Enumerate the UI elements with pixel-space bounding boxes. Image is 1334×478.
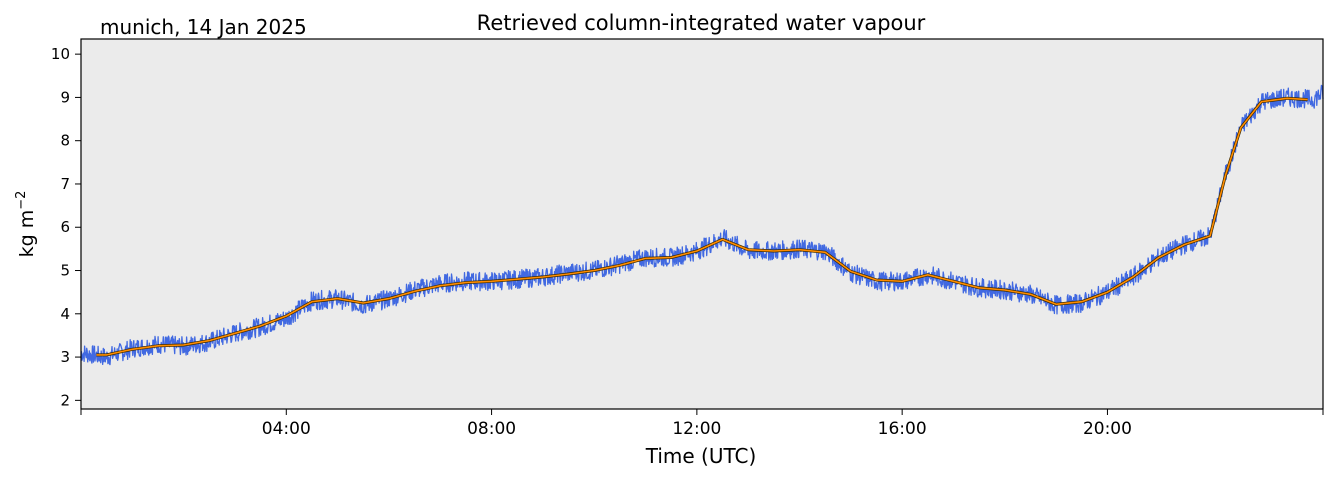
plot-area — [81, 39, 1323, 409]
y-tick-label: 10 — [51, 45, 70, 63]
y-tick-label: 8 — [60, 132, 70, 150]
x-tick-label: 16:00 — [878, 419, 927, 439]
raw-series-group — [80, 84, 1324, 366]
x-tick-label: 12:00 — [672, 419, 721, 439]
y-axis-ticks: 2 3 4 5 6 7 8 9 10 — [51, 45, 81, 409]
y-tick-label: 6 — [60, 218, 70, 236]
x-tick-label: 08:00 — [467, 419, 516, 439]
x-tick-label: 04:00 — [262, 419, 311, 439]
x-axis-ticks: 04:00 08:00 12:00 16:00 20:00 — [80, 409, 1324, 439]
y-tick-label: 5 — [60, 262, 70, 280]
smoothed-series-group — [96, 96, 1308, 357]
plot-frame — [80, 38, 1324, 410]
chart-subtitle: munich, 14 Jan 2025 — [100, 15, 307, 39]
y-axis-label-text: kg m — [16, 210, 38, 258]
y-tick-label: 9 — [60, 88, 70, 106]
x-axis-label: Time (UTC) — [645, 444, 757, 468]
y-axis-label-exponent: −2 — [14, 191, 29, 210]
y-axis-label: kg m−2 — [14, 191, 38, 258]
smoothed-series-line — [96, 97, 1308, 356]
raw-series-line — [80, 84, 1324, 366]
x-tick-label: 20:00 — [1083, 419, 1132, 439]
y-tick-label: 7 — [60, 175, 70, 193]
y-tick-label: 4 — [60, 305, 70, 323]
chart-title: Retrieved column-integrated water vapour — [477, 11, 926, 35]
y-tick-label: 3 — [60, 348, 70, 366]
y-tick-label: 2 — [60, 391, 70, 409]
